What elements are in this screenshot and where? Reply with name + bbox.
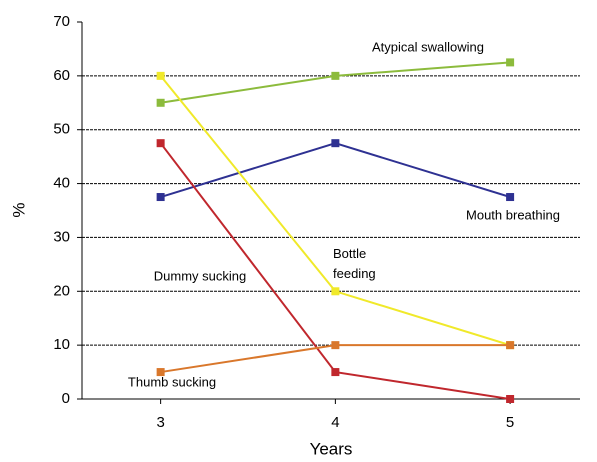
- y-tick-label: 70: [53, 13, 70, 30]
- y-tick-label: 30: [53, 228, 70, 245]
- x-tick-label: 4: [331, 414, 339, 431]
- marker: [331, 287, 340, 296]
- y-tick-label: 40: [53, 175, 70, 192]
- marker: [331, 341, 340, 350]
- marker: [506, 341, 515, 350]
- y-tick-label: 10: [53, 336, 70, 353]
- series-label: Thumb sucking: [128, 374, 216, 389]
- series-label: Bottle feeding: [333, 246, 376, 281]
- line: [160, 344, 511, 374]
- marker: [506, 193, 515, 202]
- marker: [156, 193, 165, 202]
- marker: [506, 58, 515, 67]
- line: [160, 61, 511, 104]
- y-tick-label: 0: [62, 390, 70, 407]
- x-tick-label: 5: [506, 414, 514, 431]
- marker: [331, 71, 340, 80]
- marker: [331, 368, 340, 377]
- y-axis-title: %: [9, 202, 28, 217]
- series-label: Atypical swallowing: [372, 39, 484, 54]
- marker: [156, 98, 165, 107]
- marker: [156, 368, 165, 377]
- marker: [331, 139, 340, 148]
- marker: [506, 395, 515, 403]
- series-label: Dummy sucking: [154, 268, 246, 283]
- y-tick-label: 20: [53, 282, 70, 299]
- marker: [156, 71, 165, 80]
- x-tick-label: 3: [156, 414, 164, 431]
- y-tick-label: 60: [53, 67, 70, 84]
- y-tick-label: 50: [53, 121, 70, 138]
- marker: [156, 139, 165, 148]
- x-axis-title: Years: [310, 439, 353, 458]
- line: [160, 142, 511, 198]
- series-label: Mouth breathing: [466, 207, 560, 222]
